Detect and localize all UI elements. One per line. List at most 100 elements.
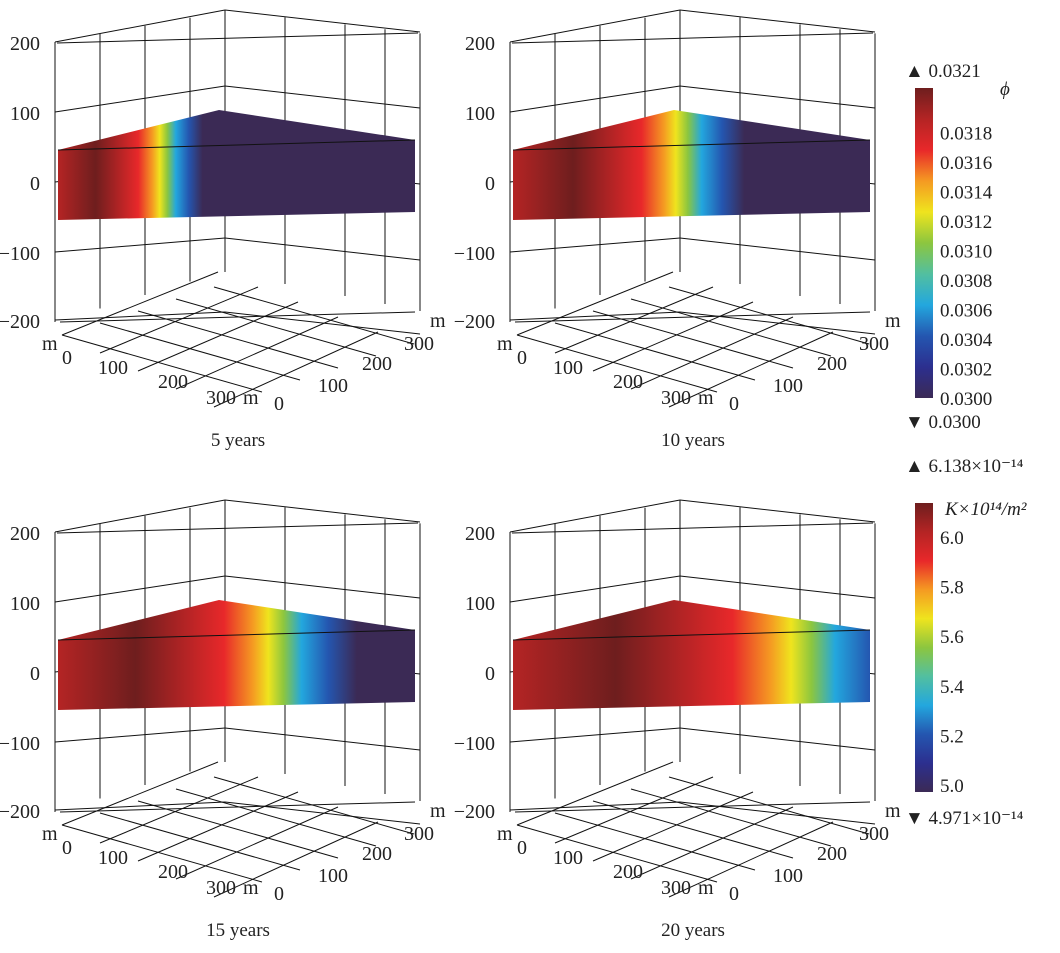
floor-grid-line — [554, 776, 714, 844]
y-tick-label: 0 — [729, 883, 739, 905]
box-edge — [511, 522, 874, 534]
box-edge — [59, 801, 416, 813]
colorbar-permeability: ▲ 6.138×10⁻¹⁴ ▼ 4.971×10⁻¹⁴ K×10¹⁴/m² 6.0 5.… — [905, 456, 1027, 829]
slab-top-face — [58, 110, 415, 150]
z-tick-label: −200 — [0, 801, 40, 823]
colorbar-symbol: ϕ — [1000, 79, 1010, 100]
floor-grid-line — [630, 806, 794, 880]
grid-line — [509, 85, 681, 113]
grid-line — [509, 499, 681, 533]
y-tick-label: 100 — [318, 865, 348, 887]
grid-line — [509, 727, 681, 743]
colorbar-min-label: ▼ 4.971×10⁻¹⁴ — [905, 808, 1024, 829]
x-unit-label: m — [698, 387, 714, 409]
colorbar-tick-label: 0.0314 — [940, 182, 993, 203]
y-tick-label: 200 — [817, 843, 847, 865]
colorbar-tick-label: 0.0308 — [940, 271, 992, 292]
x-tick-label: 300 — [661, 877, 691, 899]
box-edge — [511, 32, 874, 44]
x-tick-label: 100 — [553, 847, 583, 869]
floor-grid-line — [668, 821, 834, 898]
colorbar-tick-label: 0.0302 — [940, 359, 992, 380]
z-tick-label: 200 — [10, 523, 40, 545]
x-tick-label: 100 — [98, 847, 128, 869]
y-tick-label: 100 — [773, 375, 803, 397]
floor-grid-line — [61, 334, 263, 393]
floor-grid-line — [99, 776, 259, 844]
slab-front-face — [513, 140, 870, 220]
floor-grid-line — [516, 761, 674, 826]
floor-grid-line — [213, 821, 379, 898]
x-tick-label: 0 — [517, 837, 527, 859]
z-unit-label: m — [497, 823, 513, 845]
y-tick-label: 100 — [318, 375, 348, 397]
floor-grid-line — [61, 271, 219, 336]
box-edge — [56, 522, 419, 534]
floor-grid-line — [99, 286, 259, 354]
colorbar-tick-label: 0.0300 — [940, 389, 992, 410]
y-tick-label: 0 — [274, 393, 284, 415]
x-tick-label: 100 — [553, 357, 583, 379]
z-tick-label: −100 — [0, 243, 40, 265]
colorbar-tick-label: 5.4 — [940, 677, 964, 698]
floor-grid-line — [99, 322, 301, 381]
floor-grid-line — [592, 800, 794, 859]
slab-front-face — [513, 630, 870, 710]
colorbar-min-label: ▼ 0.0300 — [905, 412, 981, 433]
y-unit-label: m — [430, 310, 446, 332]
grid-line — [224, 499, 421, 523]
grid-line — [224, 575, 421, 599]
floor-grid-line — [61, 824, 263, 883]
floor-grid-line — [99, 812, 301, 871]
floor-grid-line — [213, 331, 379, 408]
grid-line — [679, 575, 876, 599]
grid-line — [224, 801, 421, 825]
colorbar-bar — [915, 88, 933, 398]
box-edge — [514, 801, 871, 813]
z-tick-label: −200 — [454, 311, 495, 333]
floor-grid-line — [554, 812, 756, 871]
y-unit-label: m — [430, 800, 446, 822]
grid-line — [679, 727, 876, 751]
colorbar-tick-label: 0.0304 — [940, 330, 993, 351]
y-tick-label: 200 — [362, 353, 392, 375]
x-unit-label: m — [243, 387, 259, 409]
box-edge — [514, 311, 871, 323]
floor-grid-line — [137, 301, 299, 372]
x-tick-label: 200 — [613, 371, 643, 393]
grid-line — [509, 237, 681, 253]
floor-grid-line — [516, 271, 674, 336]
y-unit-label: m — [885, 310, 901, 332]
x-tick-label: 300 — [206, 877, 236, 899]
grid-line — [509, 9, 681, 43]
z-tick-label: 0 — [30, 173, 40, 195]
colorbar-tick-label: 5.0 — [940, 776, 964, 797]
z-tick-label: 200 — [10, 33, 40, 55]
grid-line — [224, 311, 421, 335]
slab-edge — [57, 629, 416, 641]
colorbar-max-label: ▲ 6.138×10⁻¹⁴ — [905, 456, 1024, 477]
slab-edge — [512, 629, 871, 641]
y-tick-label: 0 — [729, 393, 739, 415]
colorbar-tick-label: 0.0316 — [940, 153, 992, 174]
y-tick-label: 0 — [274, 883, 284, 905]
slab-top-face — [58, 600, 415, 640]
colorbar-max-label: ▲ 0.0321 — [905, 61, 981, 82]
z-tick-label: 100 — [465, 593, 495, 615]
colorbar-tick-label: 5.2 — [940, 726, 964, 747]
grid-line — [509, 575, 681, 603]
grid-line — [54, 801, 226, 811]
x-unit-label: m — [243, 877, 259, 899]
z-unit-label: m — [497, 333, 513, 355]
grid-line — [679, 801, 876, 825]
colorbar-porosity: ▲ 0.0321 ▼ 0.0300 ϕ 0.0318 0.0316 0.0314 0.031… — [905, 61, 1010, 433]
x-tick-label: 200 — [613, 861, 643, 883]
colorbar-tick-label: 0.0318 — [940, 123, 992, 144]
x-tick-label: 300 — [661, 387, 691, 409]
colorbar-tick-label: 0.0306 — [940, 300, 992, 321]
floor-grid-line — [213, 286, 415, 345]
grid-line — [54, 727, 226, 743]
